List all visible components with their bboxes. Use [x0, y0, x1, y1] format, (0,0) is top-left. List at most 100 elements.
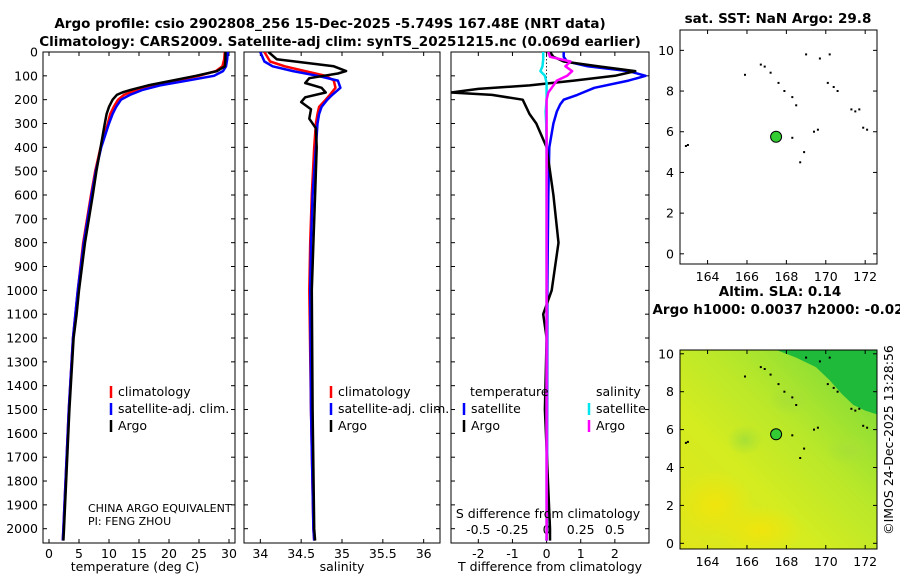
sla-low-anomaly-patch [768, 384, 812, 416]
legend-climatology-label: climatology [338, 384, 411, 399]
y-tick-label: 1600 [6, 426, 38, 441]
argo-float-marker [770, 428, 783, 441]
difference-series [451, 52, 647, 541]
temperature-series [61, 52, 230, 541]
y-tick-label: 400 [14, 140, 38, 155]
legend-satellite-label: satellite-adj. clim. [338, 401, 449, 416]
island-point [816, 128, 819, 131]
island-point [744, 375, 746, 378]
island-point [832, 386, 835, 389]
y-tick-label: 8 [666, 384, 674, 399]
x-tick-label: 34 [252, 546, 268, 561]
sst-map-panel: sat. SST: NaN Argo: 29.8 164 166 168 170 172… [658, 11, 878, 284]
island-point [818, 57, 821, 60]
y-tick-label: 200 [14, 92, 38, 107]
x-tick-label: 2 [611, 546, 619, 561]
salinity-axes-box [243, 51, 441, 544]
island-point [684, 441, 687, 444]
island-point [795, 404, 798, 406]
sst-map-ticks: 164 166 168 170 172 0 2 4 6 8 10 [658, 30, 877, 284]
difference-legend: temperature satellite Argo salinity sate… [462, 384, 646, 433]
x-tick-label: 5 [75, 546, 83, 561]
island-point [791, 96, 794, 99]
series-line-satellite-adj-clim- [259, 52, 342, 541]
x-tick-label: 164 [696, 269, 720, 284]
y-tick-label: 10 [658, 346, 674, 361]
salinity-ticks: 34 34.5 35 35.5 36 [244, 51, 440, 561]
salinity-series [259, 52, 348, 541]
y-tick-label: 1900 [6, 497, 38, 512]
temperature-panel: 0100200300400500600700800900100011001200… [6, 45, 237, 575]
salinity-xlabel: salinity [320, 559, 365, 574]
island-point [818, 360, 821, 363]
sst-map-title: sat. SST: NaN Argo: 29.8 [685, 11, 872, 27]
s-tick-label: 0.25 [567, 522, 595, 537]
island-point [684, 145, 687, 147]
island-point [816, 426, 819, 429]
y-tick-label: 4 [666, 460, 674, 475]
series-line-argo [62, 52, 227, 541]
x-tick-label: 30 [221, 546, 237, 561]
temperature-legend: climatology satellite-adj. clim. Argo [109, 384, 229, 433]
x-tick-label: 25 [191, 546, 207, 561]
argo-float-marker [770, 130, 783, 143]
island-point [744, 73, 746, 76]
y-tick-label: 1100 [6, 307, 38, 322]
x-tick-label: 10 [101, 546, 117, 561]
y-tick-label: 300 [14, 116, 38, 131]
figure-title-line2: Climatology: CARS2009. Satellite-adj cli… [39, 34, 641, 50]
series-line-temperature-argo [451, 52, 637, 541]
y-tick-label: 0 [666, 246, 674, 261]
y-tick-label: 1200 [6, 331, 38, 346]
legend-sal-satellite-label: satellite [596, 401, 646, 416]
y-tick-label: 1400 [6, 378, 38, 393]
sst-map-axes-box [679, 29, 878, 265]
island-point [759, 366, 762, 369]
x-tick-label: 1 [577, 546, 585, 561]
series-line-salinity-argo [545, 52, 574, 541]
island-point [862, 424, 865, 427]
y-tick-label: 800 [14, 235, 38, 250]
island-point [866, 128, 869, 131]
salinity-panel: 34 34.5 35 35.5 36 climatology satellite-adj… [243, 51, 449, 574]
island-point [813, 428, 815, 431]
s-tick-label: -0.5 [466, 522, 490, 537]
sla-map-ticks: 164 166 168 170 172 0 2 4 6 8 10 [658, 346, 877, 569]
island-point [858, 407, 861, 410]
island-point [803, 151, 806, 154]
island-point [783, 390, 786, 393]
x-tick-label: -2 [472, 546, 484, 561]
island-point [836, 90, 839, 92]
legend-argo-label: Argo [338, 418, 367, 433]
y-tick-label: 6 [666, 422, 674, 437]
x-tick-label: 172 [853, 269, 877, 284]
provider-note: CHINA ARGO EQUIVALENT [88, 502, 232, 515]
difference-panel: -2 -1 0 1 2-0.5 -0.25 0 0.25 0.5 temperature sat… [450, 51, 650, 574]
y-tick-label: 1300 [6, 354, 38, 369]
island-point [850, 108, 853, 111]
legend-temp-satellite-label: satellite [471, 401, 521, 416]
sla-heatmap [680, 350, 877, 549]
imos-footer: ©IMOS 24-Dec-2025 13:28:56 [881, 345, 896, 535]
island-point [795, 104, 798, 107]
x-tick-label: -1 [506, 546, 518, 561]
island-point [763, 65, 766, 68]
sla-low-anomaly-patch [727, 425, 763, 455]
legend-salinity-title: salinity [596, 384, 641, 399]
x-tick-label: 164 [696, 554, 720, 569]
island-point [854, 110, 857, 113]
island-point [854, 409, 857, 412]
island-point [686, 144, 689, 146]
sla-map-axes-box [679, 349, 878, 550]
y-tick-label: 2000 [6, 521, 38, 536]
island-point [836, 390, 839, 393]
x-tick-label: 0 [543, 546, 551, 561]
y-tick-label: 100 [14, 68, 38, 83]
sst-map-marks [684, 53, 869, 164]
y-tick-label: 600 [14, 188, 38, 203]
island-point [769, 71, 772, 74]
island-point [791, 434, 794, 437]
sla-map-title-line2: Argo h1000: 0.0037 h2000: -0.02 [652, 302, 900, 318]
x-tick-label: 172 [853, 554, 877, 569]
